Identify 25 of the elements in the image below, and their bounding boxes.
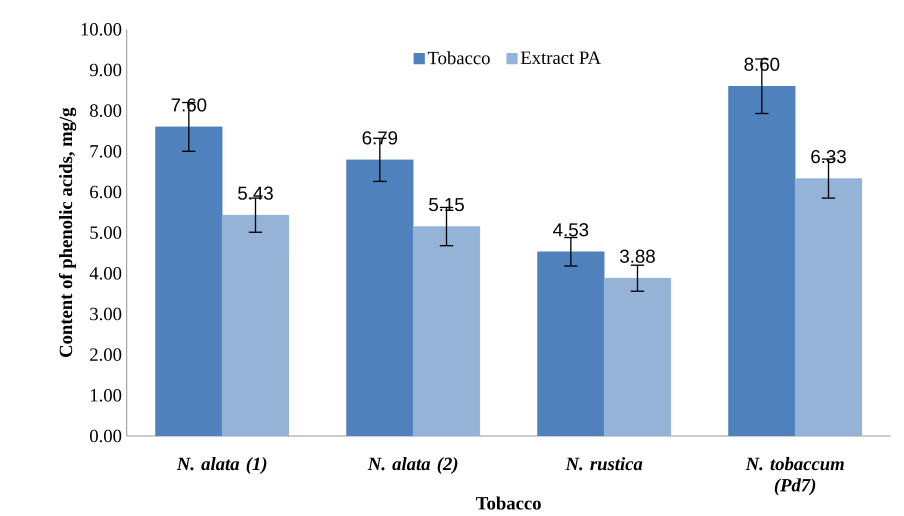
data-label: 6.33 [811, 150, 846, 164]
data-label: 4.53 [553, 223, 588, 236]
y-tick-label: 7.00 [90, 144, 122, 158]
y-tick-label: 5.00 [90, 226, 122, 239]
data-label: 3.88 [620, 250, 655, 263]
legend-label: Extract PA [520, 51, 601, 64]
x-tick-label: N. alata (2) [368, 457, 458, 474]
y-tick-label: 9.00 [90, 64, 122, 76]
y-tick-label: 0.00 [90, 430, 122, 442]
x-tick-label: N. rustica [565, 457, 642, 470]
legend-label: Tobacco [428, 51, 490, 64]
x-axis-title: Tobacco [476, 496, 541, 510]
y-tick-label: 8.00 [90, 104, 122, 118]
y-tick-label: 4.00 [90, 266, 122, 280]
data-label: 5.15 [429, 198, 464, 212]
y-tick-label: 3.00 [90, 308, 122, 320]
y-tick-label: 1.00 [90, 388, 122, 402]
x-tick-label: N. alata (1) [176, 457, 266, 474]
y-tick-label: 2.00 [90, 348, 122, 361]
data-label: 6.79 [362, 131, 398, 144]
x-tick-label: N. tobaccum (Pd7) [745, 457, 844, 496]
y-tick-label: 6.00 [90, 186, 122, 198]
y-axis-title: Content of phenolic acids, mg/g [58, 108, 76, 357]
data-label: 5.43 [238, 186, 273, 200]
y-tick-label: 10.00 [82, 22, 122, 36]
